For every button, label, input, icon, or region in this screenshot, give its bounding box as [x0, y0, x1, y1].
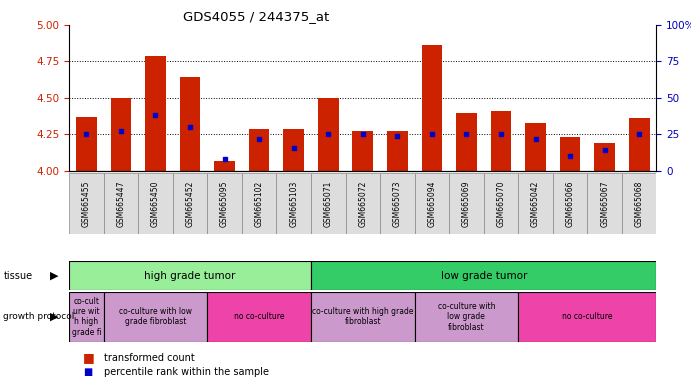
Text: GSM665102: GSM665102 [254, 180, 264, 227]
Bar [145, 56, 166, 171]
Bar [173, 173, 207, 234]
Text: high grade tumor: high grade tumor [144, 270, 236, 281]
Text: co-cult
ure wit
h high
grade fi: co-cult ure wit h high grade fi [71, 297, 102, 337]
Bar [415, 173, 449, 234]
Text: low grade tumor: low grade tumor [441, 270, 527, 281]
Bar [525, 123, 546, 171]
Text: co-culture with low
grade fibroblast: co-culture with low grade fibroblast [119, 307, 192, 326]
Text: percentile rank within the sample: percentile rank within the sample [104, 366, 269, 377]
Text: growth protocol: growth protocol [3, 312, 75, 321]
Bar [594, 143, 615, 171]
Text: GSM665070: GSM665070 [496, 180, 506, 227]
Bar [207, 292, 311, 342]
Bar [629, 118, 650, 171]
Bar [111, 98, 131, 171]
Bar [276, 173, 311, 234]
Bar [560, 137, 580, 171]
Bar [180, 78, 200, 171]
Bar [318, 98, 339, 171]
Text: tissue: tissue [3, 270, 32, 281]
Text: GSM665095: GSM665095 [220, 180, 229, 227]
Text: GSM665447: GSM665447 [116, 180, 126, 227]
Text: transformed count: transformed count [104, 353, 194, 363]
Bar [553, 173, 587, 234]
Text: co-culture with high grade
fibroblast: co-culture with high grade fibroblast [312, 307, 413, 326]
Bar [214, 161, 235, 171]
Bar [622, 173, 656, 234]
Bar [380, 173, 415, 234]
Text: GSM665068: GSM665068 [634, 180, 644, 227]
Bar [422, 45, 442, 171]
Text: GSM665066: GSM665066 [565, 180, 575, 227]
Bar [484, 173, 518, 234]
Text: no co-culture: no co-culture [234, 312, 285, 321]
Text: co-culture with
low grade
fibroblast: co-culture with low grade fibroblast [437, 302, 495, 332]
Text: GSM665450: GSM665450 [151, 180, 160, 227]
Bar [138, 173, 173, 234]
Bar [346, 173, 380, 234]
Text: GSM665455: GSM665455 [82, 180, 91, 227]
Text: GSM665103: GSM665103 [289, 180, 299, 227]
Text: GSM665072: GSM665072 [358, 180, 368, 227]
Text: GSM665067: GSM665067 [600, 180, 609, 227]
Bar [311, 292, 415, 342]
Bar [69, 292, 104, 342]
Bar [69, 173, 104, 234]
Text: ■: ■ [83, 351, 95, 364]
Text: ▶: ▶ [50, 270, 59, 281]
Text: GSM665094: GSM665094 [427, 180, 437, 227]
Text: GSM665071: GSM665071 [323, 180, 333, 227]
Text: GSM665073: GSM665073 [392, 180, 402, 227]
Text: no co-culture: no co-culture [562, 312, 613, 321]
Bar [456, 113, 477, 171]
Bar [587, 173, 622, 234]
Bar [387, 131, 408, 171]
Bar [311, 261, 656, 290]
Bar [449, 173, 484, 234]
Bar [518, 173, 553, 234]
Bar [311, 173, 346, 234]
Bar [76, 117, 97, 171]
Bar [415, 292, 518, 342]
Bar [242, 173, 276, 234]
Bar [249, 129, 269, 171]
Bar [207, 173, 242, 234]
Text: GSM665069: GSM665069 [462, 180, 471, 227]
Bar [69, 261, 311, 290]
Bar [352, 131, 373, 171]
Bar [104, 173, 138, 234]
Text: ▶: ▶ [50, 312, 59, 322]
Bar [518, 292, 656, 342]
Bar [104, 292, 207, 342]
Text: GSM665042: GSM665042 [531, 180, 540, 227]
Text: ■: ■ [83, 366, 92, 377]
Bar [283, 129, 304, 171]
Text: GSM665452: GSM665452 [185, 180, 195, 227]
Text: GDS4055 / 244375_at: GDS4055 / 244375_at [182, 10, 329, 23]
Bar [491, 111, 511, 171]
